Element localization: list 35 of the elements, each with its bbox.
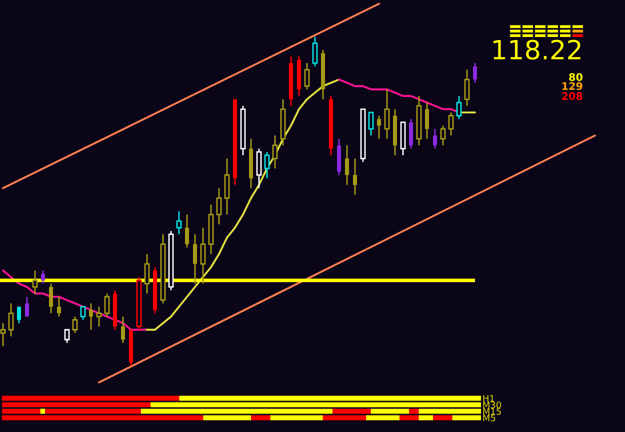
- candlestick: [8, 302, 14, 338]
- candlestick: [32, 270, 38, 294]
- candlestick: [384, 88, 390, 140]
- candlestick: [440, 124, 446, 146]
- candlestick: [448, 112, 454, 136]
- candlestick: [176, 210, 182, 235]
- candlestick: [272, 134, 278, 170]
- annotation: 118.22: [494, 40, 580, 60]
- candlestick: [96, 306, 102, 328]
- y-tick-label: M15: [483, 408, 501, 415]
- candlestick: [224, 158, 230, 216]
- candlestick: [104, 292, 110, 318]
- bar: [433, 415, 452, 420]
- candlestick: [200, 226, 206, 284]
- y-tick-label: H1: [483, 395, 494, 402]
- candlestick: [216, 187, 222, 226]
- candlestick: [80, 306, 86, 321]
- candlestick: [144, 253, 150, 294]
- candlestick: [0, 322, 6, 347]
- y-tick-label: M5: [483, 414, 496, 422]
- candlestick: [64, 329, 70, 344]
- candlestick: [464, 68, 470, 107]
- bar: [251, 415, 270, 420]
- annotation: 208: [562, 92, 582, 100]
- bar: [40, 408, 46, 414]
- candlestick: [256, 148, 262, 189]
- annotation: 129: [562, 82, 582, 90]
- candlestick: [72, 316, 78, 334]
- candlestick: [304, 62, 310, 90]
- candlestick: [264, 151, 270, 179]
- candlestick: [312, 36, 318, 68]
- y-tick-label: M30: [483, 401, 502, 408]
- candlestick: [456, 95, 462, 120]
- annotation: 80: [569, 73, 582, 82]
- candlestick: [368, 112, 374, 136]
